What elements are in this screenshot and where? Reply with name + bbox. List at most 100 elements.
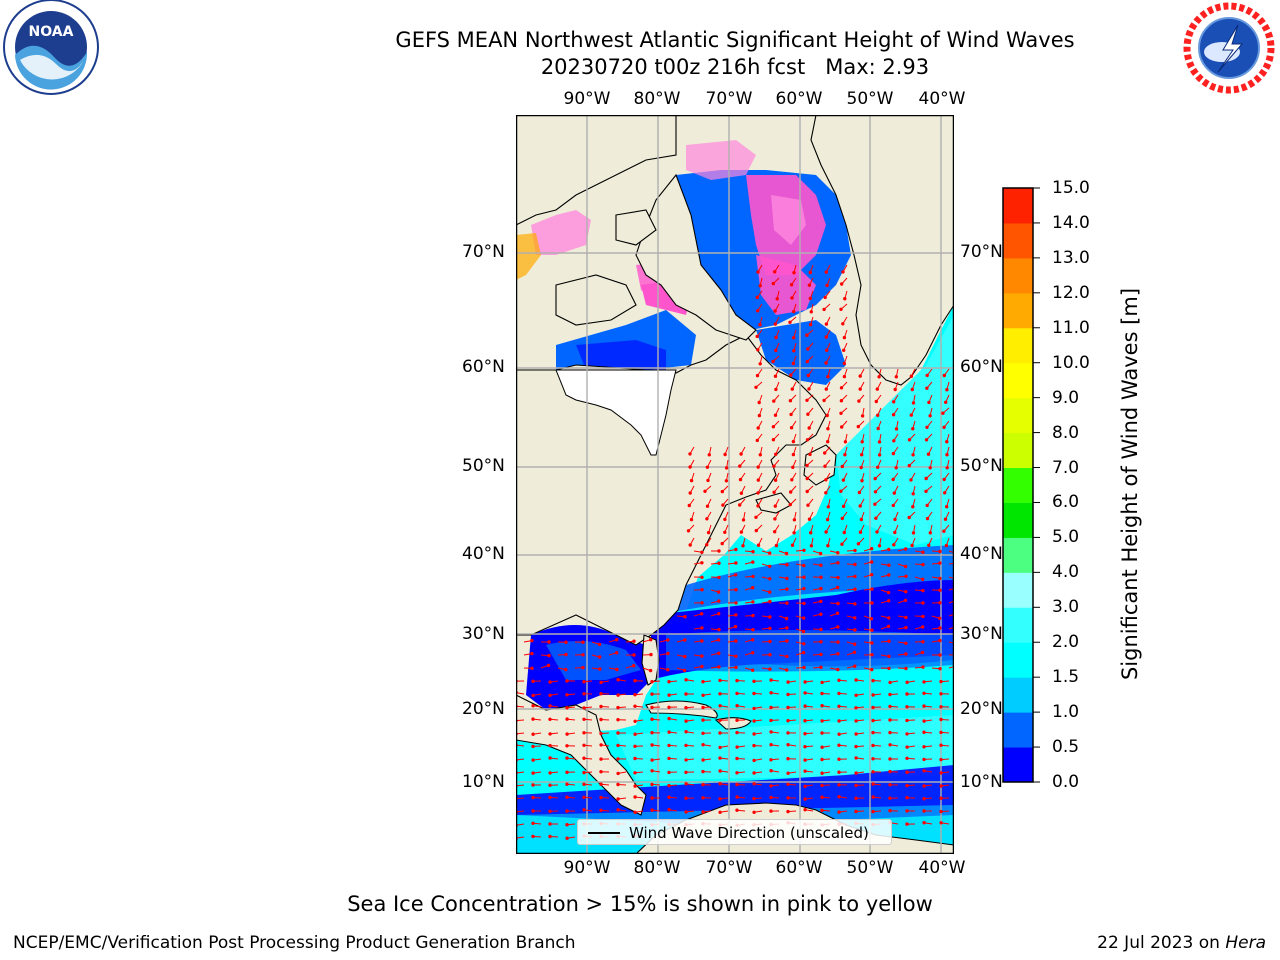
wave-direction-arrowhead <box>751 651 755 655</box>
wave-direction-arrowhead <box>858 374 862 378</box>
wave-direction-arrowhead <box>769 743 773 747</box>
wave-direction-arrowhead <box>808 296 812 301</box>
wave-direction-arrowhead <box>824 478 828 482</box>
wave-direction-arrowhead <box>803 769 807 773</box>
wave-direction-arrowhead <box>905 705 909 709</box>
wave-direction-arrowhead <box>598 667 602 671</box>
wave-direction-arrowhead <box>905 732 909 736</box>
wave-direction-arrowhead <box>738 477 743 482</box>
wave-direction-arrowhead <box>786 782 790 786</box>
wave-direction-arrowhead <box>751 668 755 672</box>
wave-direction-arrowhead <box>650 758 654 762</box>
wave-direction-arrowhead <box>886 624 891 628</box>
wave-direction-arrowhead <box>649 652 653 657</box>
wave-direction-arrowhead <box>700 601 704 605</box>
legend-line-swatch <box>588 832 620 834</box>
wave-direction-arrowhead <box>684 730 688 734</box>
wave-direction-arrowhead <box>790 543 795 547</box>
wave-direction-arrowhead <box>723 452 727 457</box>
wave-direction-arrowhead <box>531 717 535 721</box>
wave-direction-arrowhead <box>807 283 812 287</box>
wave-direction-arrowhead <box>938 576 942 581</box>
map-title: GEFS MEAN Northwest Atlantic Significant… <box>395 28 1075 52</box>
wave-direction-arrowhead <box>667 770 671 775</box>
wave-direction-arrowhead <box>599 808 603 812</box>
colorbar-tick-label: 6.0 <box>1052 492 1080 513</box>
lat-label-left: 10°N <box>462 772 505 792</box>
wave-direction-arrowhead <box>531 783 535 787</box>
wave-direction-arrowhead <box>941 411 945 415</box>
wave-direction-arrowhead <box>840 542 844 546</box>
wave-direction-arrowhead <box>772 399 776 403</box>
wave-direction-arrowhead <box>734 665 738 670</box>
wave-direction-arrowhead <box>667 756 671 761</box>
wave-direction-arrowhead <box>717 549 721 553</box>
wave-direction-arrowhead <box>735 745 739 749</box>
wave-direction-arrowhead <box>837 691 841 696</box>
wave-direction-arrowhead <box>785 626 789 630</box>
wave-direction-arrowhead <box>616 797 620 801</box>
wave-direction-arrowhead <box>809 531 813 535</box>
wave-direction-arrowhead <box>922 809 926 813</box>
wave-direction-arrowhead <box>837 732 841 736</box>
wave-direction-arrowhead <box>826 505 830 509</box>
wave-direction-arrowhead <box>784 616 789 621</box>
wave-direction-arrowhead <box>581 640 585 644</box>
wave-direction-arrowhead <box>870 560 874 564</box>
wave-direction-arrowhead <box>667 783 671 788</box>
wave-direction-arrowhead <box>650 731 654 735</box>
wave-direction-arrowhead <box>735 771 739 775</box>
wave-direction-arrowhead <box>802 601 806 606</box>
wave-direction-arrowhead <box>717 590 721 594</box>
wave-direction-arrowhead <box>921 562 925 567</box>
wave-direction-arrowhead <box>582 743 586 747</box>
wave-direction-arrowhead <box>667 716 671 721</box>
wave-direction-arrowhead <box>751 638 755 642</box>
wave-direction-arrowhead <box>939 692 943 696</box>
colorbar-tick-label: 11.0 <box>1052 317 1090 338</box>
map-legend: Wind Wave Direction (unscaled) <box>577 819 892 845</box>
wave-direction-arrowhead <box>752 719 756 723</box>
colorbar-segment <box>1003 502 1033 538</box>
wave-direction-arrowhead <box>735 730 739 735</box>
wave-direction-arrowhead <box>904 652 908 656</box>
wave-direction-arrowhead <box>565 836 569 840</box>
wave-direction-arrowhead <box>802 586 806 591</box>
wave-direction-arrowhead <box>768 551 772 555</box>
wave-direction-arrowhead <box>826 427 830 431</box>
colorbar-segment <box>1003 607 1033 643</box>
wave-direction-arrowhead <box>757 400 761 405</box>
wave-direction-arrowhead <box>803 784 807 788</box>
colorbar-tick-label: 7.0 <box>1052 457 1080 478</box>
wave-direction-arrowhead <box>531 834 535 839</box>
wave-direction-arrowhead <box>942 477 946 482</box>
wave-direction-arrowhead <box>888 730 892 735</box>
wave-direction-arrowhead <box>853 548 857 553</box>
wave-direction-arrowhead <box>922 691 926 695</box>
wave-direction-arrowhead <box>700 561 704 565</box>
wave-direction-arrowhead <box>689 478 694 483</box>
wave-direction-arrowhead <box>905 770 909 774</box>
lon-label-top: 60°W <box>775 89 823 109</box>
colorbar-segment <box>1003 432 1033 469</box>
wave-direction-arrowhead <box>842 361 846 366</box>
wave-direction-arrowhead <box>752 771 756 775</box>
wave-direction-arrowhead <box>768 599 772 604</box>
wave-direction-arrowhead <box>904 574 908 578</box>
wave-direction-arrowhead <box>616 693 620 697</box>
lat-label-right: 20°N <box>960 699 1003 719</box>
wave-direction-arrowhead <box>805 333 809 337</box>
wave-direction-arrowhead <box>939 705 943 709</box>
wave-direction-arrowhead <box>684 719 688 723</box>
wave-direction-arrowhead <box>769 718 773 723</box>
wave-direction-arrowhead <box>871 782 875 786</box>
wave-direction-arrowhead <box>928 414 932 418</box>
wave-direction-arrowhead <box>769 758 773 762</box>
lon-label-top: 80°W <box>633 89 681 109</box>
wave-direction-arrowhead <box>891 477 895 482</box>
wave-direction-arrowhead <box>907 438 912 442</box>
wave-direction-arrowhead <box>905 718 909 723</box>
wave-direction-arrowhead <box>751 600 755 604</box>
wave-direction-arrowhead <box>633 810 637 814</box>
wave-direction-arrowhead <box>548 822 552 826</box>
